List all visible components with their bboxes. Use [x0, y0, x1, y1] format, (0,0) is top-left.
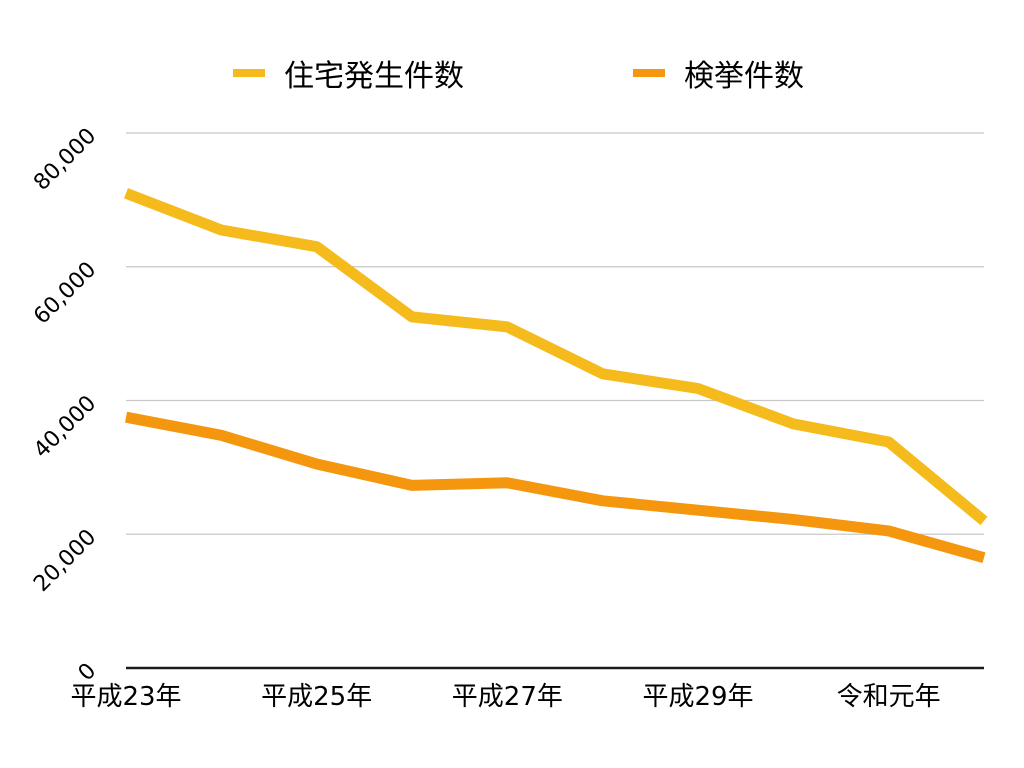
series-line-arrests [124, 411, 986, 563]
legend-label-housing: 住宅発生件数 [284, 59, 464, 94]
x-tick-label: 平成29年 [642, 682, 753, 712]
y-tick-label: 80,000 [29, 124, 101, 196]
series-line-housing [124, 188, 988, 526]
x-tick-label: 平成27年 [452, 682, 563, 712]
y-tick-label: 40,000 [29, 391, 101, 463]
x-tick-label: 令和元年 [837, 682, 941, 712]
y-tick-label: 20,000 [29, 525, 101, 597]
x-axis-tick-labels: 平成23年 平成25年 平成27年 平成29年 令和元年 [70, 682, 940, 712]
legend: 住宅発生件数 検挙件数 [233, 59, 804, 94]
legend-label-arrests: 検挙件数 [684, 59, 804, 94]
gridlines [126, 132, 984, 535]
y-tick-label: 60,000 [29, 257, 101, 329]
series-lines [124, 188, 988, 563]
x-tick-label: 平成23年 [70, 682, 181, 712]
x-tick-label: 平成25年 [261, 682, 372, 712]
